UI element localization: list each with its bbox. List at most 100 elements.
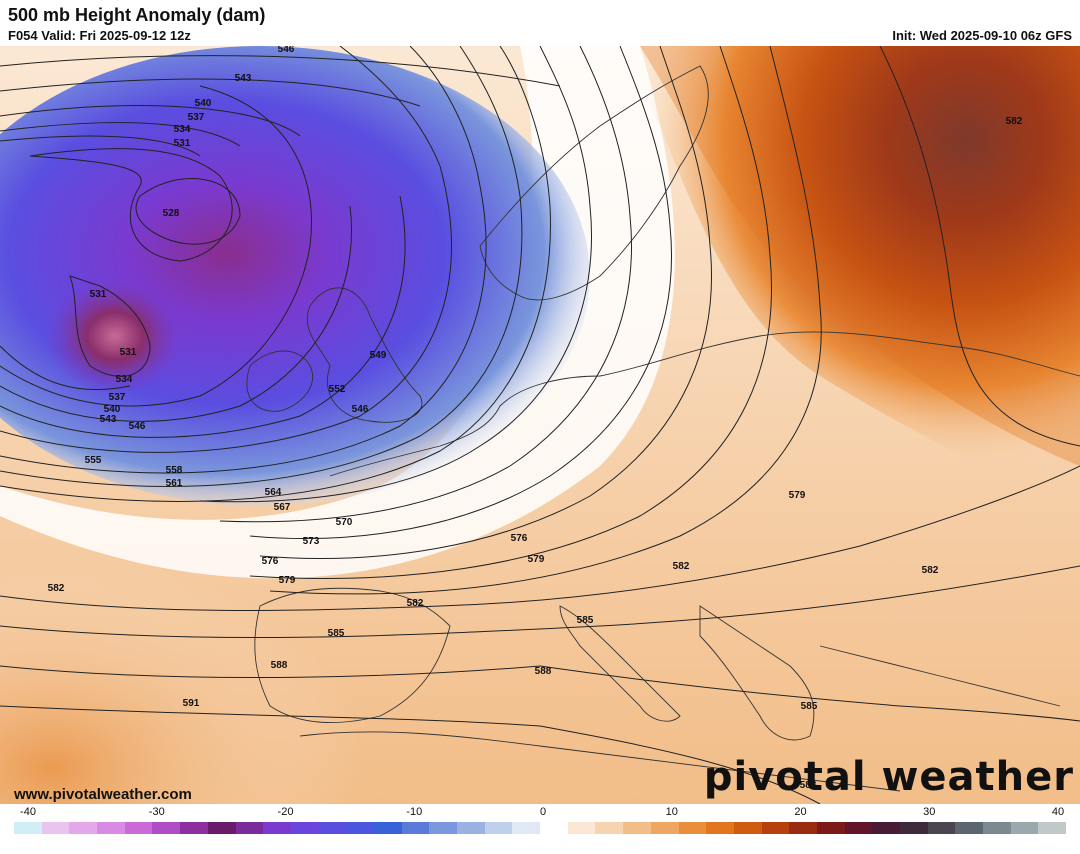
contour-label: 585 — [801, 701, 818, 712]
contour-label: 588 — [800, 780, 817, 791]
contour-537-south — [0, 85, 312, 407]
contour-label: 552 — [329, 384, 346, 395]
contour-labels: 5465435405375345315285315315345375405435… — [48, 46, 1023, 791]
coastlines — [246, 65, 1080, 792]
contour-573 — [259, 46, 712, 559]
contour-label: 546 — [278, 46, 295, 55]
contour-label: 582 — [673, 561, 690, 572]
contour-label: 582 — [922, 565, 939, 576]
north-africa-coast — [299, 731, 901, 792]
contour-546-south — [0, 46, 452, 453]
colorbar-swatch — [844, 822, 873, 834]
contour-label: 546 — [352, 404, 369, 415]
turkey-coast — [819, 645, 1061, 707]
colorbar-swatch — [97, 822, 125, 834]
contour-579 — [269, 46, 822, 595]
contour-label: 534 — [116, 374, 133, 385]
iberia-outline — [254, 587, 451, 723]
anomaly-map[interactable]: 546 543 540 537 534 531 528 531 531 534 537 540 543 5… — [0, 46, 1080, 804]
contour-label: 543 — [235, 73, 252, 84]
italy-outline — [559, 605, 681, 722]
contour-531 — [29, 148, 233, 262]
colorbar-tick-label: -20 — [277, 806, 294, 818]
colorbar-swatch — [1010, 822, 1039, 834]
contour-540 — [0, 105, 301, 137]
colorbar-swatch — [290, 822, 319, 834]
scandinavia-outline — [479, 65, 709, 301]
contour-558 — [0, 46, 523, 487]
init-time: Init: Wed 2025-09-10 06z GFS — [892, 28, 1072, 43]
contour-label: 531 — [120, 347, 137, 358]
colorbar-tick-label: -30 — [148, 806, 165, 818]
colorbar-swatch — [457, 822, 485, 834]
contour-label: 543 — [100, 414, 117, 425]
colorbar-tick-label: 10 — [665, 806, 678, 818]
contour-588 — [0, 665, 1080, 722]
contour-555 — [0, 46, 487, 474]
contour-543-south — [0, 195, 406, 438]
colorbar-swatch — [816, 822, 845, 834]
contour-label: 579 — [789, 490, 806, 501]
contour-label: 531 — [174, 138, 191, 149]
ridge-edge — [640, 46, 1080, 466]
contour-585 — [0, 565, 1080, 639]
contour-label: 558 — [166, 465, 183, 476]
low-core-anomaly — [45, 276, 185, 396]
colorbar-swatch — [983, 822, 1011, 834]
colorbar-swatch — [540, 822, 568, 834]
contour-label: 573 — [303, 536, 320, 547]
contour-582 — [0, 465, 1080, 611]
colorbar-swatch — [789, 822, 817, 834]
map-title: 500 mb Height Anomaly (dam) — [8, 5, 266, 25]
contour-label: 531 — [90, 289, 107, 300]
contour-576 — [249, 46, 772, 579]
contour-label: 588 — [535, 666, 552, 677]
colorbar-swatch — [706, 822, 734, 834]
trough-anomaly — [0, 46, 590, 506]
colorbar-swatch — [124, 822, 153, 834]
anomaly-colorbar — [14, 822, 1067, 834]
colorbar-swatch — [318, 822, 347, 834]
colorbar-swatch — [346, 822, 374, 834]
contour-label: 564 — [265, 487, 282, 498]
colorbar-swatch — [761, 822, 790, 834]
ridge-anomaly — [620, 46, 1080, 516]
contour-528 — [135, 178, 241, 245]
contour-label: 534 — [174, 124, 191, 135]
colorbar-swatch — [429, 822, 457, 834]
north-coast-europe — [329, 331, 1080, 477]
colorbar-swatch — [623, 822, 651, 834]
colorbar-swatch — [235, 822, 264, 834]
contour-582-east — [879, 46, 1080, 447]
contour-label: 579 — [528, 554, 545, 565]
contour-label: 555 — [85, 455, 102, 466]
contour-label: 591 — [183, 698, 200, 709]
contour-label: 570 — [336, 517, 353, 528]
contour-534 — [0, 135, 201, 157]
ireland-outline — [246, 350, 314, 412]
colorbar-swatch — [69, 822, 98, 834]
map-canvas: 5465435405375345315285315315345375405435… — [0, 46, 1080, 804]
contour-label: 540 — [195, 98, 212, 109]
colorbar-swatch — [41, 822, 70, 834]
colorbar-swatch — [927, 822, 956, 834]
contour-534-south — [0, 345, 131, 391]
contour-label: 579 — [279, 575, 296, 586]
contour-label: 582 — [407, 598, 424, 609]
colorbar-swatch — [373, 822, 402, 834]
colorbar-swatch — [401, 822, 430, 834]
contour-label: 540 — [104, 404, 121, 415]
contour-label: 537 — [109, 392, 126, 403]
colorbar-tick-labels: -40 -30 -20 -10 0 10 20 30 40 — [20, 806, 1066, 820]
colorbar-tick-label: 0 — [539, 806, 547, 818]
website-link[interactable]: www.pivotalweather.com — [14, 786, 192, 803]
colorbar-swatch — [180, 822, 208, 834]
contour-570 — [249, 46, 672, 539]
contour-label: 567 — [274, 502, 291, 513]
east-low-anomaly — [1000, 476, 1080, 656]
contour-564 — [199, 46, 592, 503]
colorbar-swatch — [650, 822, 679, 834]
contour-label: 582 — [48, 583, 65, 594]
neutral-band — [0, 46, 675, 579]
colorbar-tick-label: 40 — [1051, 806, 1065, 818]
